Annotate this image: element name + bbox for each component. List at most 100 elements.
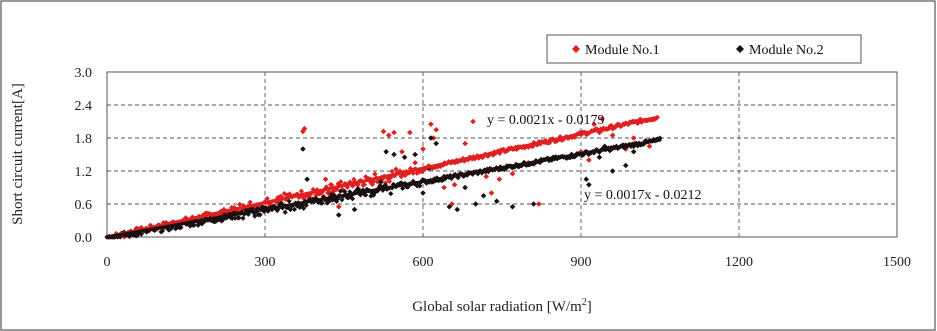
data-point	[247, 199, 253, 205]
data-point-outlier	[335, 203, 342, 210]
data-point-outlier	[630, 148, 637, 155]
data-point	[356, 187, 362, 193]
data-point	[252, 213, 258, 219]
data-point	[191, 222, 197, 228]
data-point-outlier	[433, 126, 439, 133]
x-tick-label-1500: 1500	[883, 255, 911, 270]
data-point	[178, 224, 184, 231]
legend: Module No.1 Module No.2	[546, 34, 862, 64]
x-tick-label-900: 900	[571, 255, 592, 270]
y-tick-label-0.0: 0.0	[75, 231, 93, 246]
data-point-outlier	[480, 192, 487, 199]
data-point	[377, 182, 383, 189]
data-point	[349, 196, 356, 202]
data-point	[414, 183, 420, 189]
data-point-outlier	[609, 132, 616, 139]
data-point	[461, 158, 467, 164]
data-point	[236, 215, 242, 221]
legend-marker-module-2	[736, 45, 744, 53]
data-point-outlier	[470, 118, 476, 125]
data-point-outlier	[462, 140, 468, 147]
data-point-outlier	[380, 128, 387, 135]
data-point-outlier	[412, 151, 418, 158]
data-point	[117, 234, 123, 240]
data-point	[275, 195, 281, 201]
data-point-outlier	[412, 159, 418, 166]
data-point	[378, 184, 385, 190]
data-point	[438, 163, 444, 169]
data-point	[300, 193, 306, 199]
y-tick-label-3.0: 3.0	[75, 66, 93, 81]
y-tick-label-2.4: 2.4	[75, 99, 93, 114]
data-point	[257, 212, 263, 218]
data-point-outlier	[433, 140, 439, 147]
data-point-outlier	[322, 176, 329, 183]
data-point	[382, 182, 389, 188]
data-point-outlier	[399, 148, 405, 155]
data-point	[410, 178, 416, 184]
data-point-outlier	[601, 143, 608, 150]
data-point-outlier	[401, 154, 408, 161]
data-point	[319, 200, 325, 206]
data-point-outlier	[583, 176, 590, 183]
x-tick-label-300: 300	[255, 255, 276, 270]
data-point-outlier	[599, 115, 605, 122]
x-axis-title: Global solar radiation [W/m2]	[412, 297, 592, 315]
data-point	[287, 206, 294, 213]
data-point-outlier	[596, 129, 603, 136]
data-point-outlier	[536, 201, 542, 207]
data-point-outlier	[351, 206, 358, 213]
data-point	[347, 179, 353, 185]
data-point	[372, 189, 378, 196]
y-tick-label-1.8: 1.8	[75, 132, 93, 147]
trendline-equation-module-1: y = 0.0021x - 0.0179	[487, 113, 605, 128]
data-point	[485, 153, 491, 159]
data-point	[345, 194, 352, 201]
data-point-outlier	[407, 129, 413, 136]
data-point	[291, 206, 298, 212]
data-point	[480, 154, 486, 161]
data-point	[318, 190, 324, 196]
data-point-outlier	[493, 198, 500, 205]
y-tick-label-0.6: 0.6	[75, 198, 93, 213]
data-point	[405, 184, 411, 190]
data-point	[335, 195, 341, 202]
data-point	[386, 178, 393, 185]
data-point	[281, 190, 287, 197]
data-point-outlier	[630, 135, 637, 141]
data-point-outlier	[301, 125, 308, 132]
data-point-outlier	[335, 212, 342, 218]
data-point	[324, 200, 331, 206]
data-point	[323, 184, 329, 190]
data-point	[426, 179, 432, 185]
data-point	[306, 193, 312, 200]
data-point	[361, 182, 368, 188]
data-point-outlier	[428, 135, 434, 141]
data-point-outlier	[596, 154, 603, 161]
data-point	[240, 215, 246, 221]
data-point-outlier	[483, 173, 489, 180]
x-tick-label-600: 600	[413, 255, 434, 270]
data-point-outlier	[428, 121, 434, 128]
data-point	[303, 202, 309, 208]
y-axis-title: Short circuit current[A]	[10, 83, 26, 225]
data-point-outlier	[462, 184, 468, 191]
data-point-outlier	[451, 181, 458, 188]
x-tick-label-1200: 1200	[725, 255, 753, 270]
data-point	[407, 165, 414, 172]
data-point-outlier	[586, 157, 592, 163]
data-point-outlier	[449, 201, 455, 207]
data-point-outlier	[586, 181, 592, 188]
tick-labels: 0 300 600 900 1200 1500 0.0 0.6 1.2 1.8 2.4 3.0	[75, 66, 912, 270]
data-point-outlier	[488, 190, 495, 196]
data-point	[363, 192, 369, 198]
data-point-outlier	[420, 146, 426, 152]
data-point-outlier	[591, 121, 597, 128]
data-point	[400, 185, 406, 191]
data-point-outlier	[300, 128, 306, 135]
data-point-outlier	[622, 162, 629, 169]
data-point	[338, 188, 344, 194]
data-point	[301, 196, 307, 202]
data-point-outlier	[496, 176, 503, 183]
